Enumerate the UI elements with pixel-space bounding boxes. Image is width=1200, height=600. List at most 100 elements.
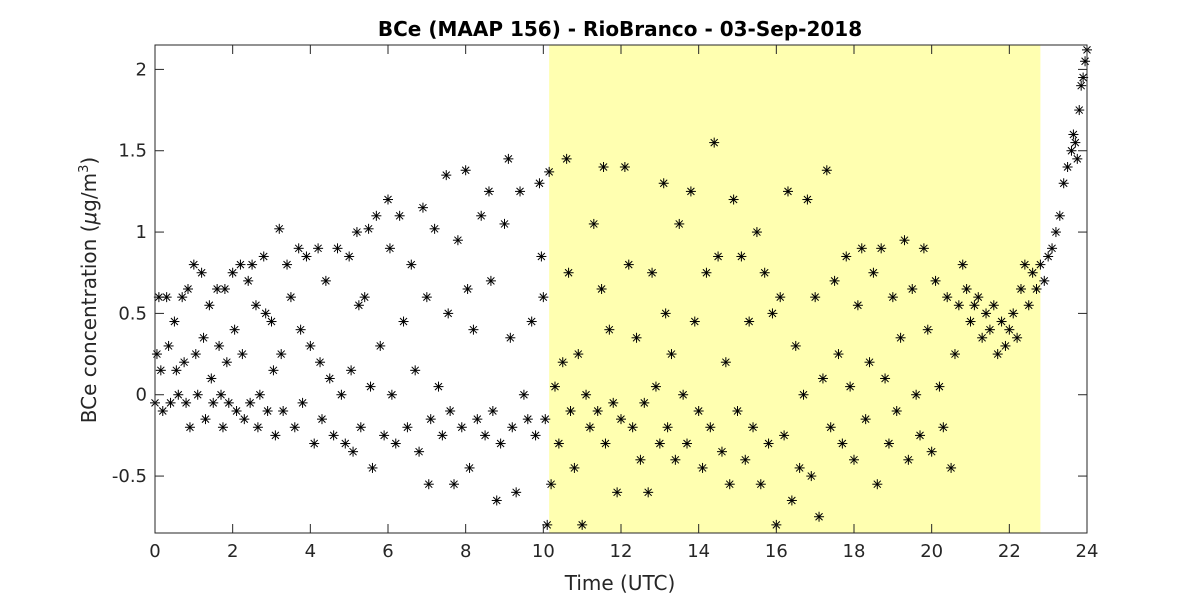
data-point <box>348 446 359 457</box>
data-point <box>406 259 417 270</box>
data-point <box>177 292 188 303</box>
data-point <box>569 462 580 473</box>
data-point <box>1058 178 1069 189</box>
y-axis-title-mu: μ <box>77 212 101 226</box>
data-point <box>977 332 988 343</box>
data-point <box>169 316 180 327</box>
data-point <box>849 454 859 465</box>
data-point <box>557 357 568 368</box>
data-point <box>179 357 190 368</box>
data-point <box>503 153 514 164</box>
data-point <box>320 275 331 286</box>
data-point <box>674 218 685 229</box>
y-tick-label: 0 <box>136 385 147 406</box>
data-point <box>1015 284 1026 294</box>
data-point <box>429 223 440 234</box>
data-point <box>384 243 395 254</box>
data-point <box>204 300 215 311</box>
y-tick-label: 0.5 <box>118 303 147 324</box>
data-point <box>833 349 844 360</box>
data-point <box>390 438 401 449</box>
data-point <box>553 438 564 449</box>
y-axis-title: BCe concentration (μg/m3) <box>77 157 101 423</box>
data-point <box>689 316 700 327</box>
x-axis-ticks: 0 2 4 6 8 10 12 14 16 18 20 22 24 <box>149 45 1098 562</box>
x-tick-label: 8 <box>460 541 471 562</box>
data-point <box>623 259 634 270</box>
data-point <box>658 178 669 189</box>
data-point <box>243 275 254 286</box>
y-axis-ticks: -0.5 0 0.5 1 1.5 2 <box>112 59 1087 487</box>
data-point <box>802 194 813 205</box>
data-point <box>1066 145 1077 156</box>
data-point <box>250 300 261 311</box>
data-point <box>151 349 162 360</box>
data-point <box>417 202 428 213</box>
data-point <box>1070 137 1081 148</box>
data-point <box>336 389 347 400</box>
data-point <box>915 430 926 441</box>
data-point <box>239 414 250 425</box>
data-point <box>934 381 945 392</box>
data-point <box>313 243 324 254</box>
data-point <box>841 251 852 262</box>
data-point <box>887 292 898 303</box>
data-point <box>647 267 658 278</box>
data-point <box>346 365 357 376</box>
data-point <box>748 422 759 433</box>
data-point <box>340 438 351 449</box>
x-tick-label: 10 <box>532 541 555 562</box>
data-point <box>223 397 234 408</box>
data-point <box>229 324 240 335</box>
data-point <box>973 292 984 303</box>
data-point <box>821 165 832 176</box>
data-point <box>252 422 263 433</box>
data-point <box>245 397 256 408</box>
data-point <box>295 324 306 335</box>
data-point <box>301 251 312 262</box>
data-point <box>938 422 949 433</box>
data-point <box>1027 267 1038 278</box>
data-point <box>309 438 320 449</box>
data-point <box>456 422 467 433</box>
data-point <box>386 389 397 400</box>
data-point <box>227 267 238 278</box>
data-point <box>907 284 918 294</box>
data-point <box>957 259 968 270</box>
data-point <box>515 186 526 197</box>
data-point <box>650 381 661 392</box>
data-point <box>1074 105 1085 116</box>
data-point <box>988 300 999 311</box>
data-point <box>262 406 273 416</box>
data-point <box>1047 243 1058 254</box>
data-point <box>598 162 609 172</box>
data-point <box>1068 129 1079 140</box>
data-point <box>217 422 228 433</box>
data-point <box>219 284 230 294</box>
data-point <box>635 454 646 465</box>
data-point <box>876 243 887 254</box>
data-point <box>930 275 941 286</box>
data-point <box>852 300 863 311</box>
data-point <box>782 186 793 197</box>
data-point <box>639 397 650 408</box>
data-point <box>775 292 786 303</box>
data-point <box>709 137 720 148</box>
data-point <box>763 438 774 449</box>
data-point <box>670 454 681 465</box>
data-point <box>443 308 454 319</box>
data-point <box>825 422 836 433</box>
data-point <box>421 292 432 303</box>
y-axis-title-unit: g/m <box>77 173 101 212</box>
y-tick-label: -0.5 <box>112 466 147 487</box>
data-point <box>666 349 677 360</box>
data-point <box>332 243 343 254</box>
data-point <box>171 365 182 376</box>
data-point <box>969 300 980 311</box>
data-point <box>460 165 471 176</box>
data-point <box>198 332 209 343</box>
data-point <box>942 292 953 303</box>
data-point <box>981 308 992 319</box>
y-axis-title-close: ) <box>77 157 101 165</box>
